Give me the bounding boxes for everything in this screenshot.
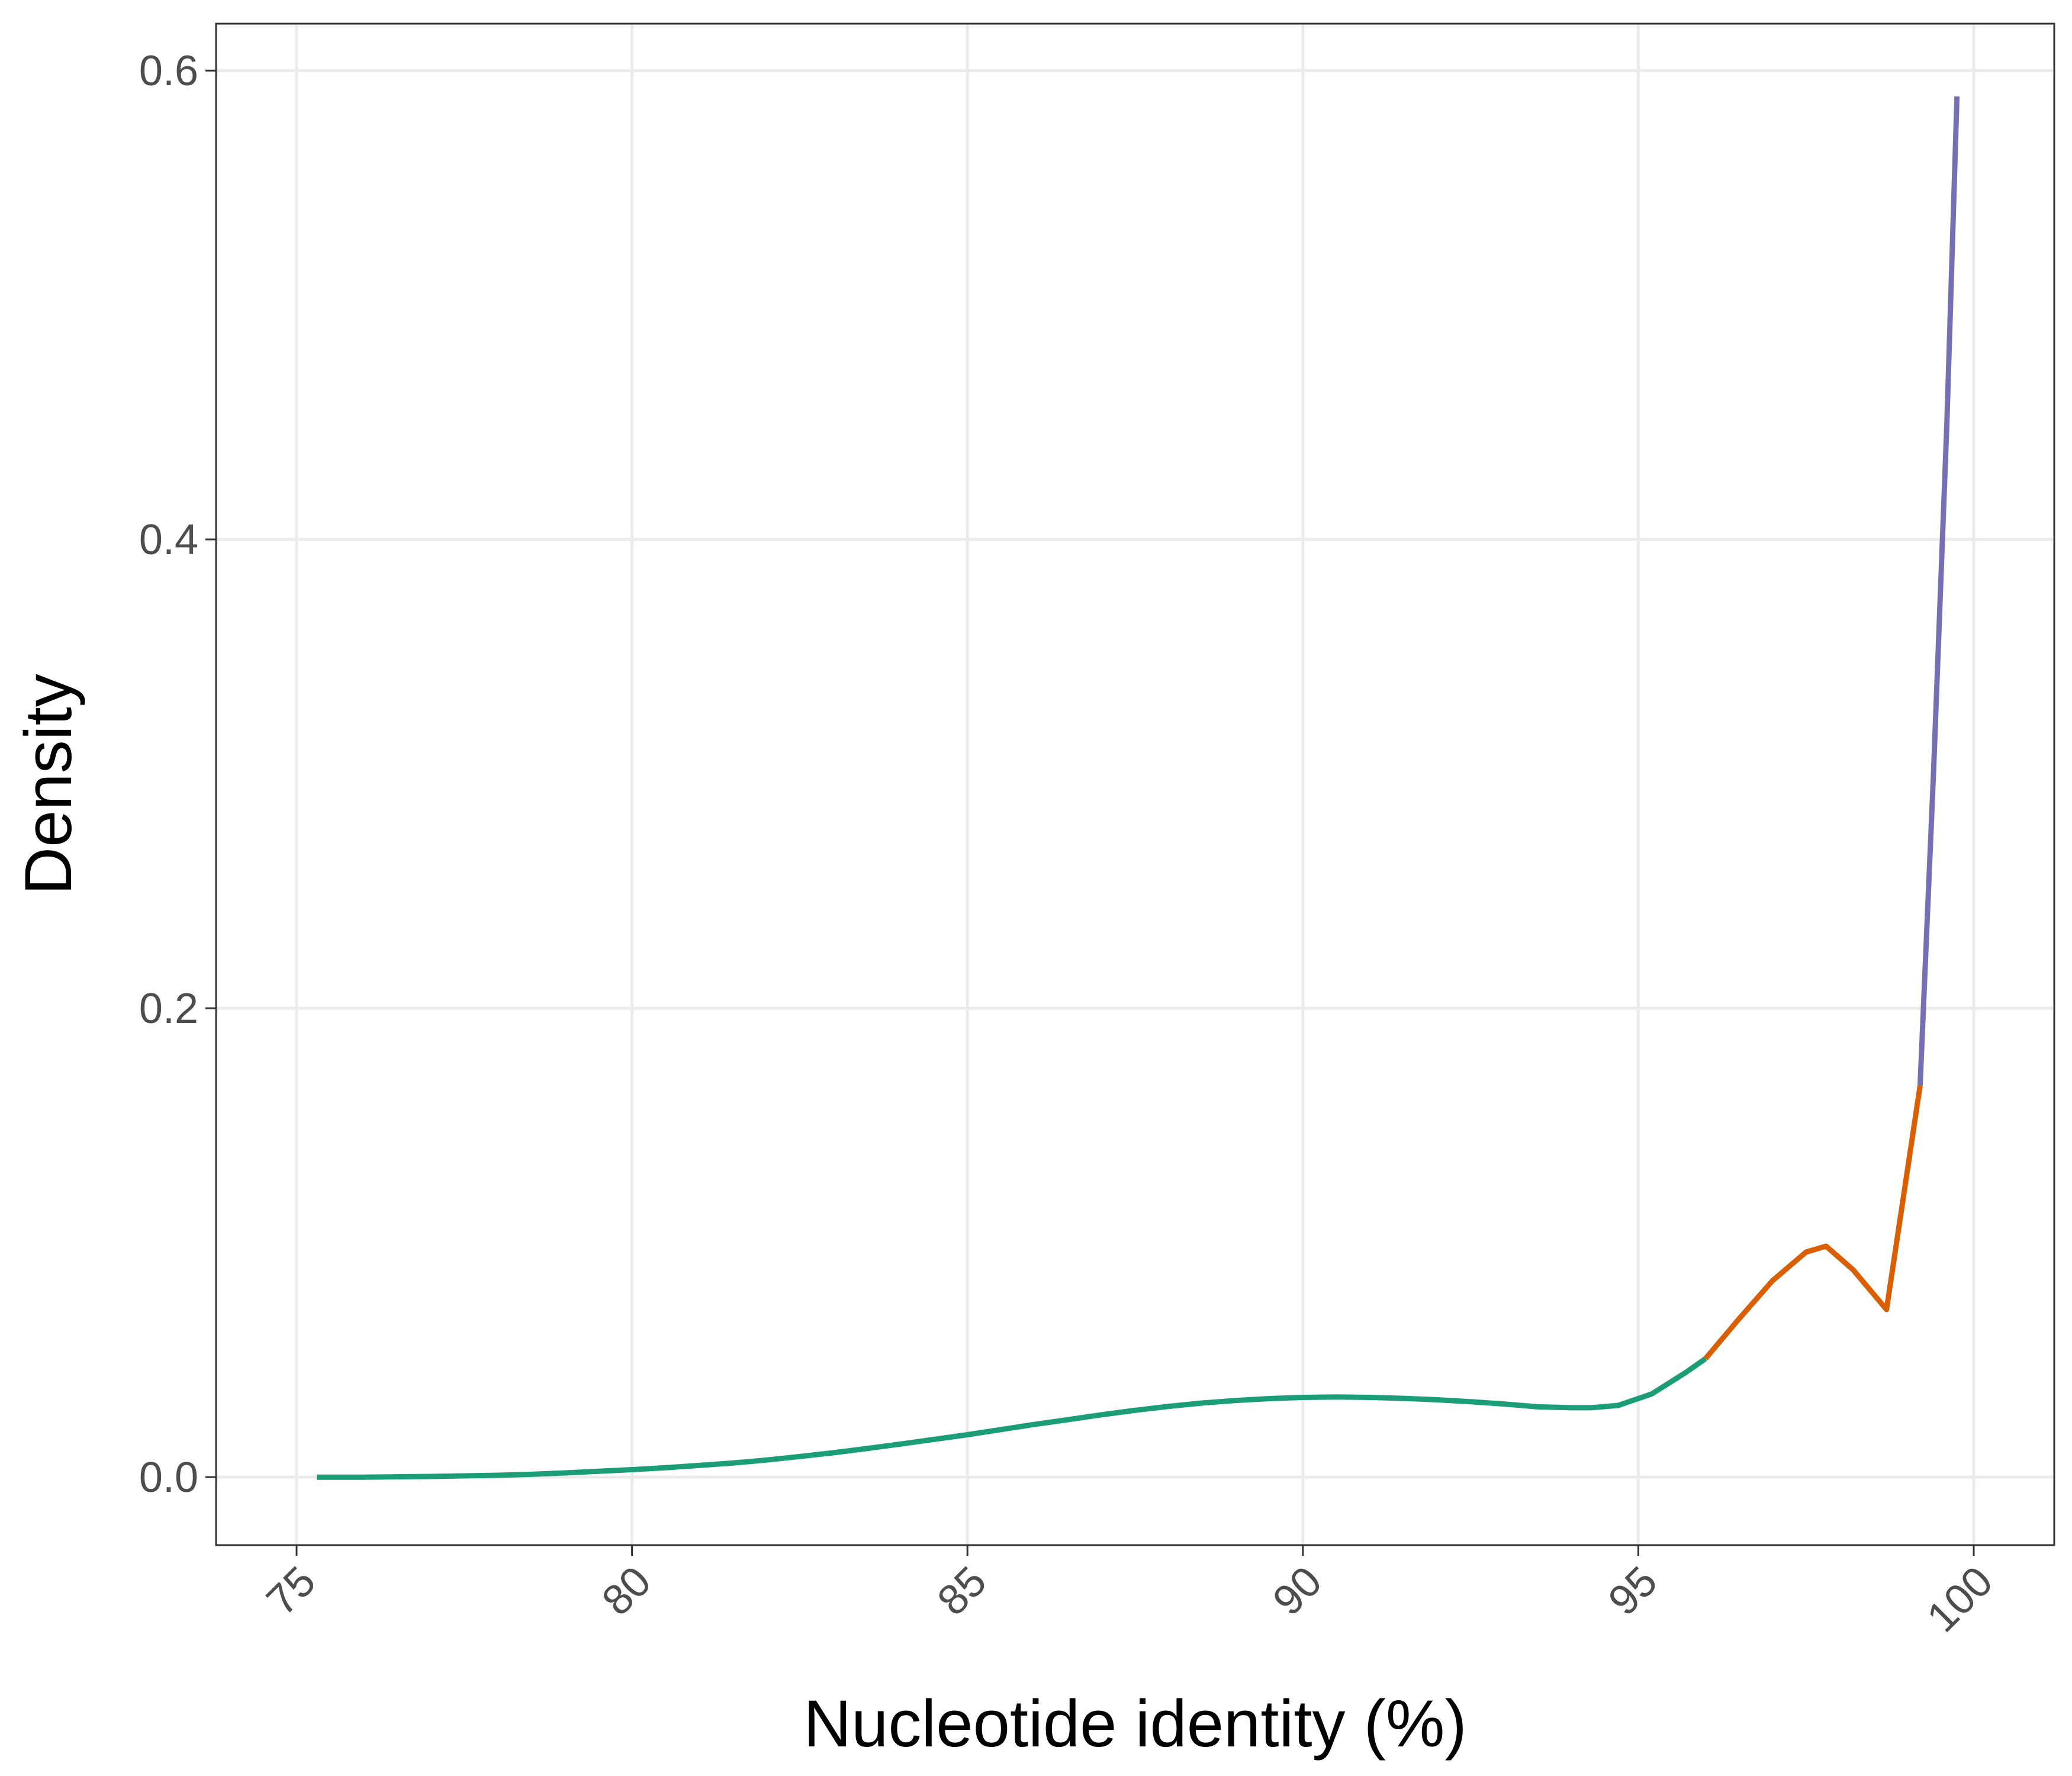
- y-tick-label: 0.6: [139, 47, 198, 95]
- density-series: [317, 96, 1960, 1480]
- plot-panel-border: [215, 22, 2055, 1546]
- x-tick-label: 80: [593, 1558, 660, 1624]
- x-tick-label: 75: [258, 1558, 324, 1624]
- x-tick-label: 100: [1918, 1558, 2002, 1642]
- grid-lines: [216, 24, 2054, 1545]
- y-tick-label: 0.0: [139, 1454, 198, 1501]
- x-tick-label: 95: [1600, 1558, 1666, 1624]
- y-tick-label: 0.4: [139, 516, 198, 564]
- y-axis-title: Density: [11, 674, 85, 895]
- x-tick-label: 85: [929, 1558, 996, 1624]
- y-tick-label: 0.2: [139, 985, 198, 1032]
- y-axis: 0.0 0.2 0.4 0.6: [139, 47, 216, 1501]
- x-axis-title: Nucleotide identity (%): [803, 1687, 1467, 1761]
- x-tick-label: 90: [1264, 1558, 1331, 1624]
- density-line-segment: [1917, 96, 1960, 1086]
- density-line-segment: [1703, 1085, 1923, 1361]
- density-line-segment: [317, 1356, 1707, 1480]
- x-axis: 75 80 85 90 95 100: [258, 1545, 2002, 1641]
